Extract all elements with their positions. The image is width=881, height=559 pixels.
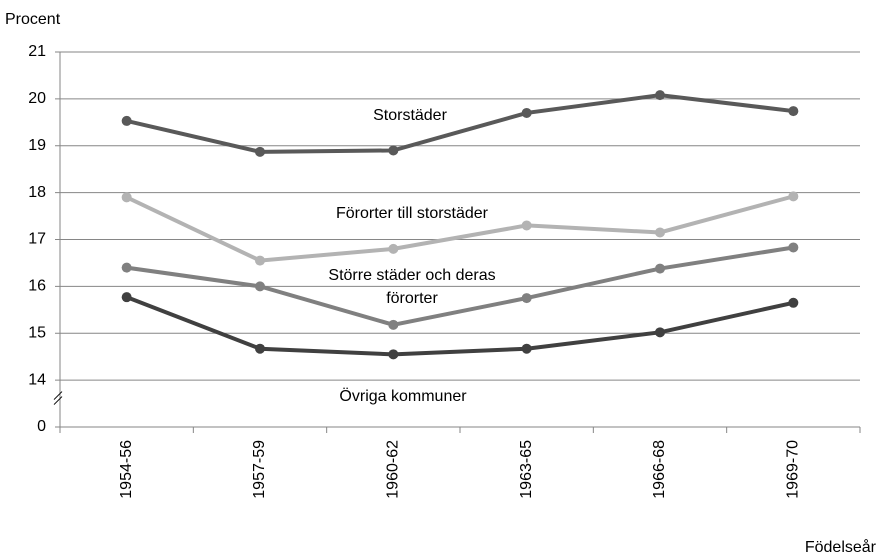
- point: [388, 349, 399, 360]
- point: [655, 263, 665, 274]
- point: [655, 227, 665, 238]
- point: [388, 243, 399, 254]
- x-tick-label: 1960-62: [385, 440, 402, 499]
- x-tick-label: 1969-70: [785, 440, 802, 499]
- point: [788, 297, 799, 308]
- series-label: Övriga kommuner: [339, 387, 467, 405]
- x-tick-label: 1963-65: [518, 440, 535, 499]
- y-tick-label: 0: [37, 418, 46, 435]
- point: [788, 106, 799, 117]
- series-line: [125, 295, 794, 357]
- point: [255, 255, 265, 266]
- point: [255, 343, 265, 354]
- point: [388, 145, 399, 156]
- x-tick-label: 1966-68: [651, 440, 668, 499]
- point: [121, 115, 132, 126]
- series-line: [126, 245, 794, 327]
- point: [388, 319, 399, 330]
- series-label: Förorter till storstäder: [335, 204, 489, 222]
- series-line: [126, 93, 794, 154]
- series-line: [125, 194, 794, 263]
- y-axis-title: Procent: [5, 11, 61, 28]
- x-tick-label: 1954-56: [118, 440, 135, 499]
- point: [788, 242, 799, 253]
- point: [255, 146, 265, 157]
- point: [788, 191, 799, 202]
- point: [121, 262, 132, 273]
- point: [121, 192, 132, 203]
- axis-break: [53, 396, 63, 405]
- y-tick-label: 15: [28, 324, 46, 341]
- series-label: Storstäder: [373, 106, 447, 124]
- y-tick-label: 21: [28, 43, 46, 60]
- x-axis-title: Födelseår: [805, 538, 877, 556]
- series-label: Större städer och deras förorter: [328, 267, 496, 307]
- point: [521, 343, 532, 354]
- y-tick-label: 18: [28, 184, 46, 201]
- axis-break: [53, 391, 63, 400]
- y-tick-label: 14: [28, 371, 46, 388]
- point: [521, 293, 532, 304]
- point: [655, 90, 665, 101]
- y-tick-label: 16: [28, 278, 46, 295]
- point: [655, 327, 665, 338]
- x-tick-label: 1957-59: [251, 440, 268, 499]
- point: [521, 220, 532, 231]
- y-tick-label: 17: [28, 231, 46, 248]
- point: [521, 107, 532, 118]
- point: [255, 281, 265, 292]
- point: [121, 292, 132, 303]
- y-tick-label: 19: [28, 137, 46, 154]
- y-tick-label: 20: [28, 90, 46, 107]
